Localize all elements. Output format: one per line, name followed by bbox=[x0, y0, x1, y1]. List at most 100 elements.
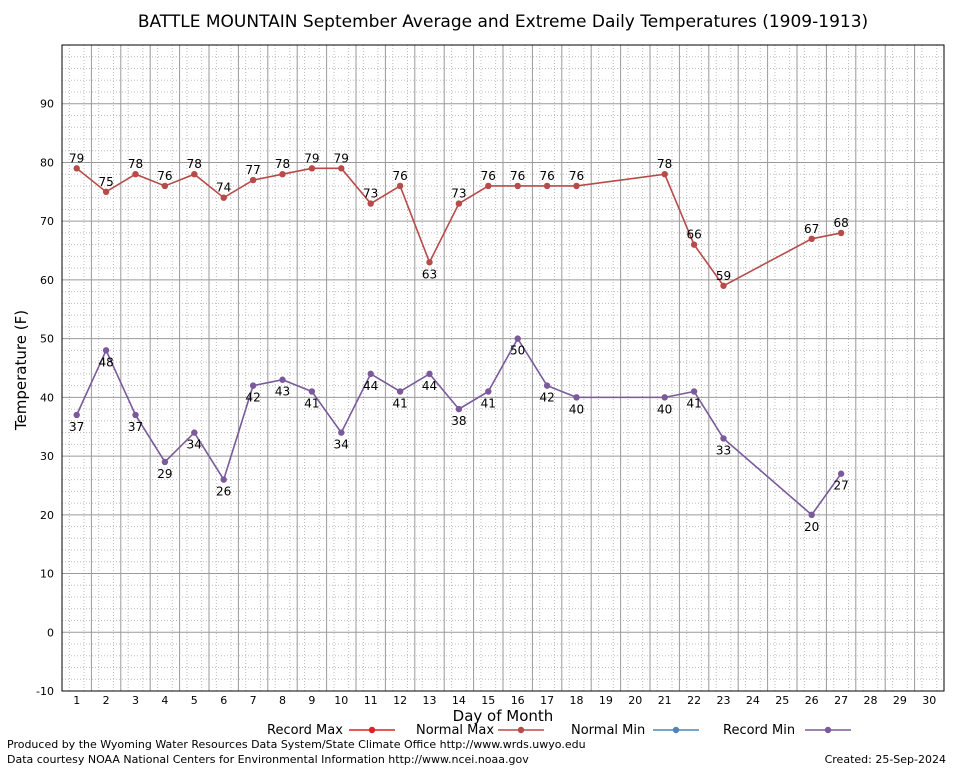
data-point bbox=[543, 382, 551, 389]
series-record-min: 37 48 37 29 34 26 42 43 41 34 44 41 44 38 41 50 42 40 40 41… bbox=[69, 335, 849, 534]
data-point bbox=[73, 411, 80, 419]
data-label: 73 bbox=[363, 187, 378, 201]
data-label: 73 bbox=[451, 187, 466, 201]
x-tick-label: 28 bbox=[864, 694, 878, 707]
data-point bbox=[808, 511, 815, 519]
x-axis-label: Day of Month bbox=[453, 707, 554, 725]
x-tick-label: 5 bbox=[191, 694, 198, 707]
x-tick-label: 4 bbox=[161, 694, 168, 707]
y-tick-label: 10 bbox=[40, 568, 54, 581]
x-tick-label: 18 bbox=[570, 694, 584, 707]
x-tick-label: 25 bbox=[775, 694, 789, 707]
data-point bbox=[102, 188, 110, 196]
x-tick-label: 11 bbox=[364, 694, 378, 707]
legend-swatch-marker bbox=[824, 726, 832, 734]
data-label: 41 bbox=[304, 396, 319, 410]
x-tick-label: 19 bbox=[599, 694, 613, 707]
y-axis-label: Temperature (F) bbox=[12, 310, 30, 431]
x-tick-label: 20 bbox=[628, 694, 642, 707]
data-point bbox=[249, 176, 257, 184]
y-tick-label: 20 bbox=[40, 509, 54, 522]
data-label: 63 bbox=[422, 267, 437, 281]
chart-title: BATTLE MOUNTAIN September Average and Ex… bbox=[138, 12, 868, 32]
data-point bbox=[837, 229, 845, 237]
data-point bbox=[426, 370, 433, 378]
data-point bbox=[191, 171, 198, 178]
data-label: 40 bbox=[569, 402, 584, 416]
data-label: 33 bbox=[716, 443, 731, 457]
data-point bbox=[161, 182, 169, 190]
data-point bbox=[102, 347, 110, 354]
y-tick-label: 0 bbox=[47, 626, 54, 639]
data-label: 20 bbox=[804, 520, 819, 534]
y-tick-label: 40 bbox=[40, 391, 54, 404]
x-tick-label: 7 bbox=[250, 694, 257, 707]
y-tick-label: 80 bbox=[40, 156, 54, 169]
y-tick-label: 90 bbox=[40, 98, 54, 111]
data-point bbox=[543, 182, 551, 190]
series: 79 75 78 76 78 74 77 78 79 79 73 76 63 73 76 76 76 76 78 66… bbox=[69, 151, 849, 533]
data-point bbox=[573, 394, 580, 401]
legend-item-normal-max: Normal Max bbox=[416, 723, 544, 738]
legend-item-normal-min: Normal Min bbox=[571, 723, 699, 738]
y-tick-label: 50 bbox=[40, 333, 54, 346]
data-point bbox=[661, 171, 668, 178]
data-label: 76 bbox=[392, 169, 407, 183]
data-point bbox=[396, 182, 404, 190]
data-point bbox=[808, 235, 815, 242]
data-point bbox=[308, 165, 316, 172]
data-point bbox=[485, 182, 492, 190]
data-label: 29 bbox=[157, 467, 172, 481]
data-label: 66 bbox=[686, 228, 701, 242]
x-tick-label: 16 bbox=[511, 694, 525, 707]
data-label: 74 bbox=[216, 181, 231, 195]
y-tick-label: -10 bbox=[36, 685, 54, 698]
data-label: 43 bbox=[275, 385, 290, 399]
x-tick-label: 6 bbox=[220, 694, 227, 707]
legend: Record Max Normal Max Normal Min Record Min bbox=[267, 723, 851, 738]
data-label: 76 bbox=[539, 169, 554, 183]
data-label: 78 bbox=[657, 157, 672, 171]
data-point bbox=[367, 200, 374, 207]
data-label: 75 bbox=[98, 175, 113, 189]
y-axis: -10 0 10 20 30 40 50 60 70 80 90 bbox=[36, 98, 54, 698]
data-point bbox=[426, 259, 433, 266]
data-point bbox=[455, 405, 463, 413]
x-tick-label: 9 bbox=[308, 694, 315, 707]
legend-label: Record Min bbox=[723, 723, 795, 738]
data-label: 79 bbox=[304, 151, 319, 165]
data-label: 41 bbox=[392, 396, 407, 410]
data-point bbox=[220, 476, 227, 483]
data-label: 68 bbox=[833, 216, 848, 230]
data-label: 77 bbox=[245, 163, 260, 177]
data-point bbox=[308, 388, 316, 395]
data-label: 38 bbox=[451, 414, 466, 428]
data-point bbox=[367, 370, 374, 378]
x-tick-label: 24 bbox=[746, 694, 760, 707]
data-point bbox=[455, 200, 463, 207]
legend-swatch-marker bbox=[368, 726, 376, 734]
data-label: 59 bbox=[716, 269, 731, 283]
x-tick-label: 12 bbox=[393, 694, 407, 707]
data-label: 78 bbox=[187, 157, 202, 171]
data-point bbox=[132, 171, 139, 178]
data-point bbox=[690, 388, 698, 395]
x-tick-label: 22 bbox=[687, 694, 701, 707]
data-point bbox=[720, 282, 727, 289]
y-tick-label: 60 bbox=[40, 274, 54, 287]
x-tick-label: 29 bbox=[893, 694, 907, 707]
data-point bbox=[279, 171, 286, 178]
x-tick-label: 10 bbox=[334, 694, 348, 707]
data-point bbox=[249, 382, 257, 389]
data-label: 76 bbox=[157, 169, 172, 183]
y-tick-label: 70 bbox=[40, 215, 54, 228]
data-label: 76 bbox=[481, 169, 496, 183]
data-label: 42 bbox=[245, 391, 260, 405]
footer-produced-by: Produced by the Wyoming Water Resources … bbox=[7, 738, 586, 751]
data-label: 44 bbox=[422, 379, 437, 393]
legend-item-record-max: Record Max bbox=[267, 723, 395, 738]
data-label: 79 bbox=[69, 151, 84, 165]
data-label: 37 bbox=[69, 420, 84, 434]
data-point bbox=[690, 241, 698, 248]
